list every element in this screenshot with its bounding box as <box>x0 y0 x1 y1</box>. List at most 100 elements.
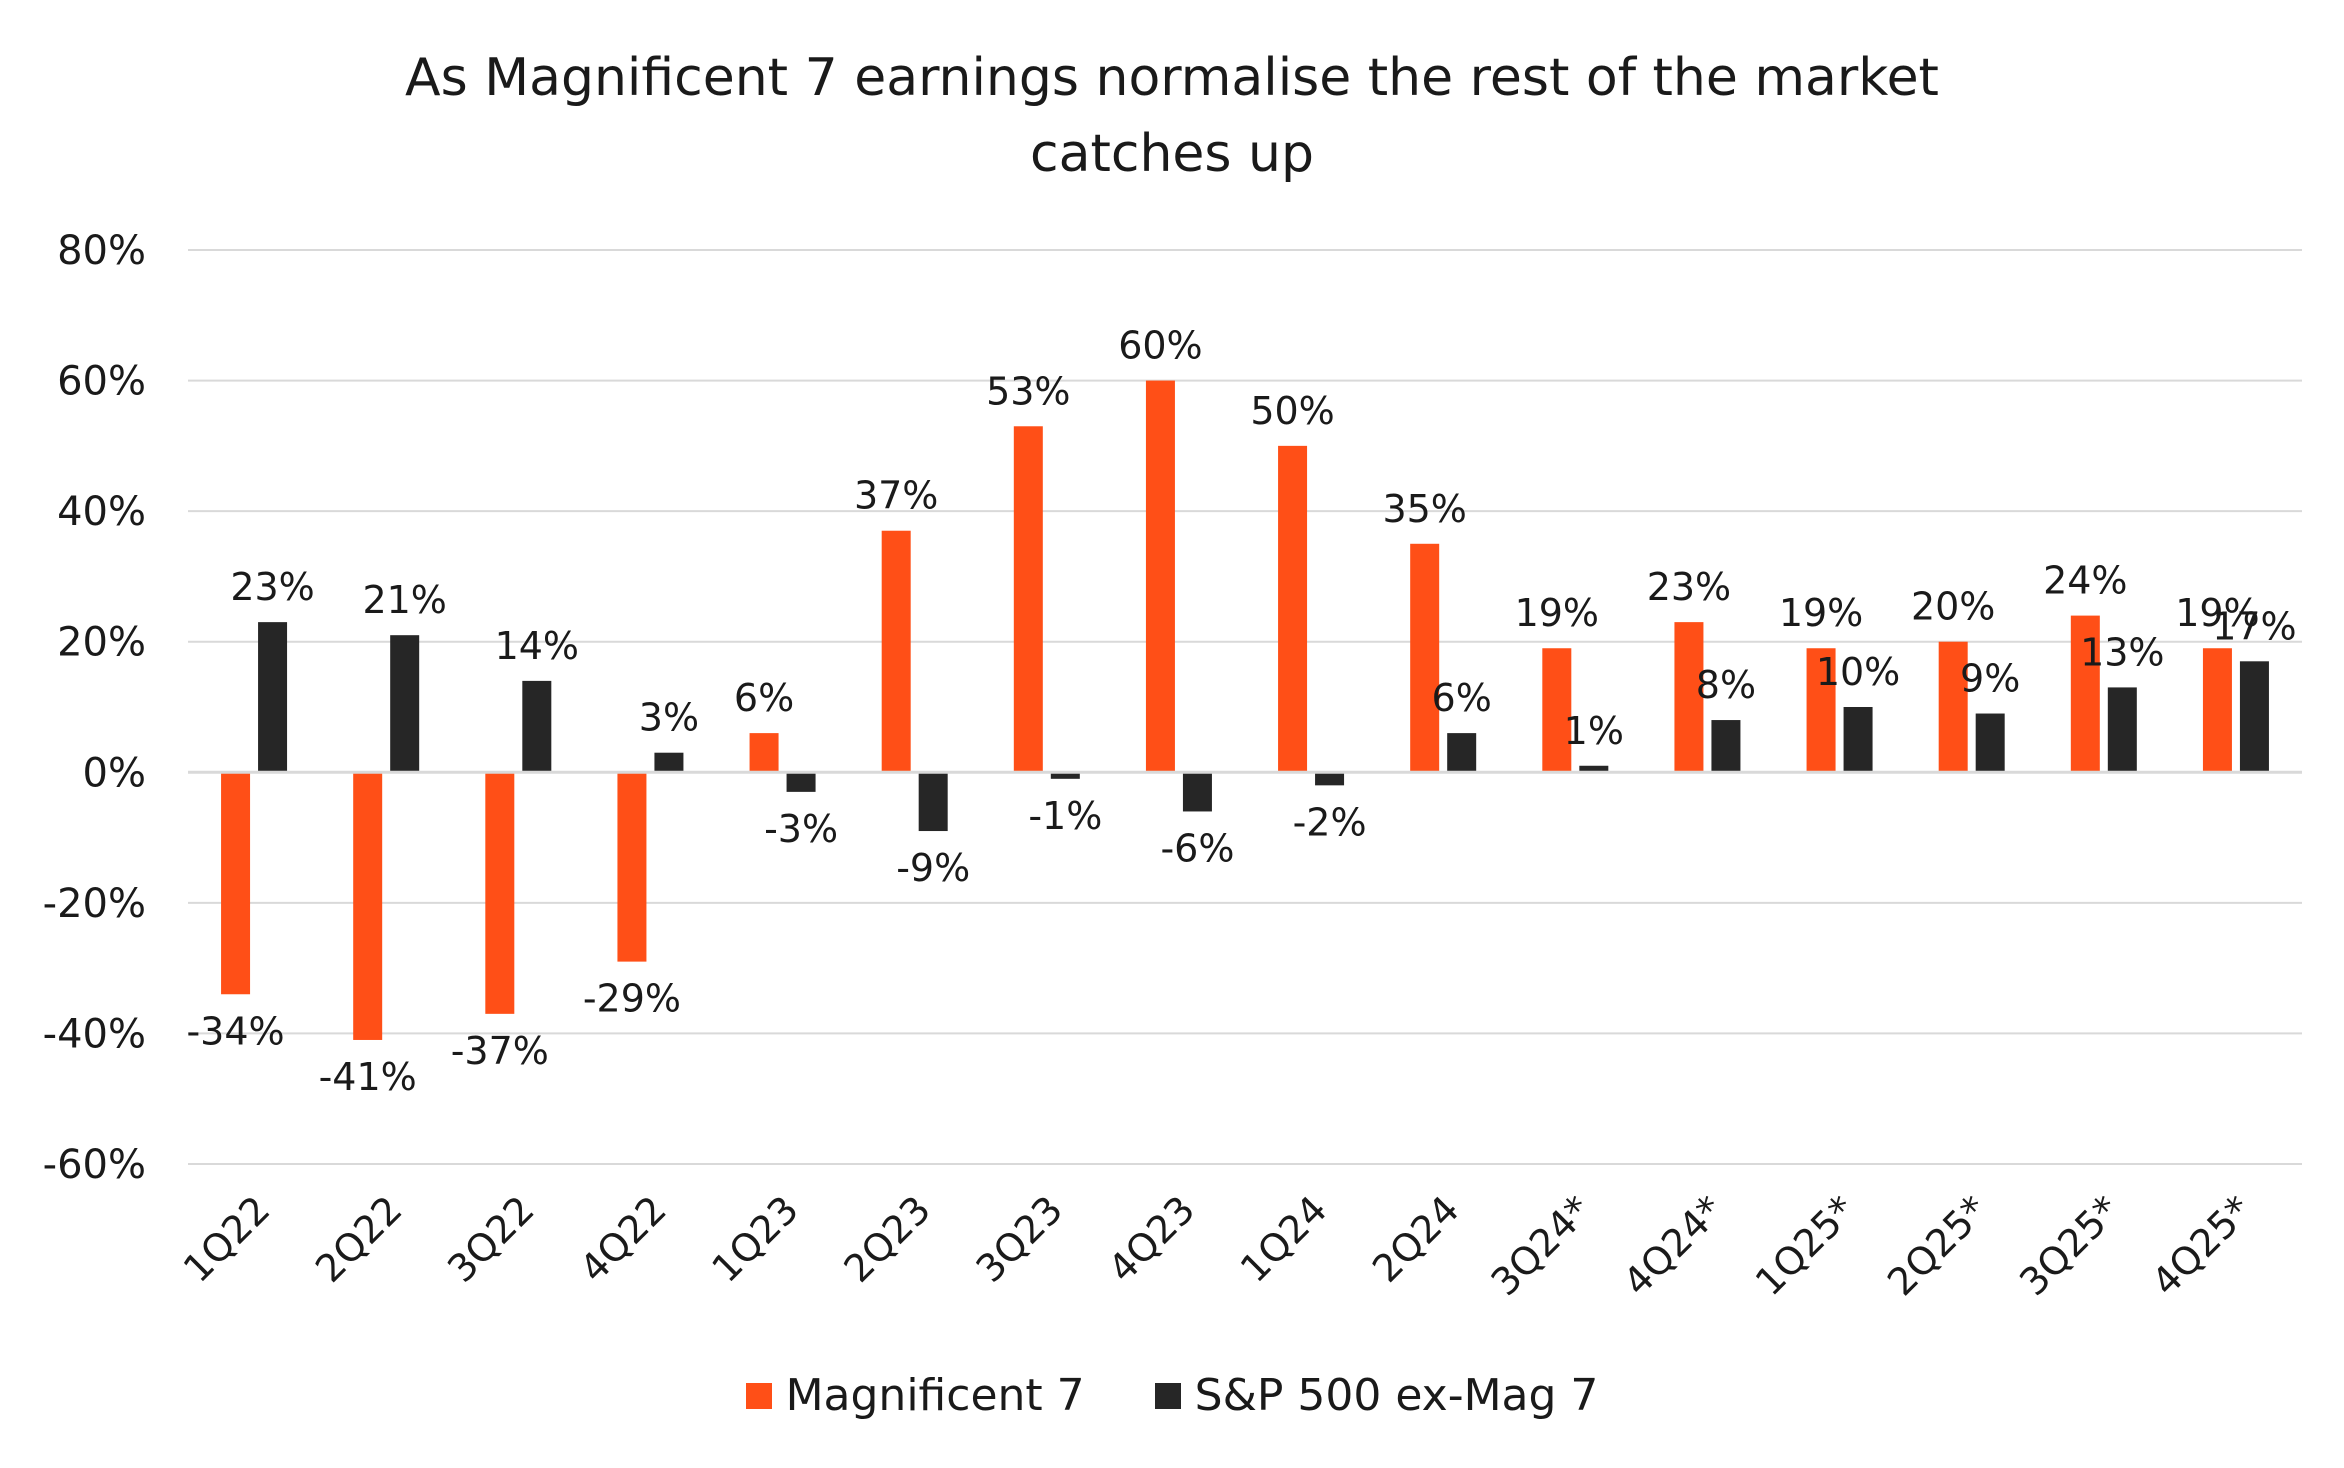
data-label: 19% <box>1779 591 1863 635</box>
data-label: 24% <box>2043 559 2127 603</box>
bar <box>2107 687 2137 773</box>
legend-swatch-sp500-ex-mag7 <box>1154 1382 1181 1409</box>
x-tick-label: 1Q23 <box>703 1187 807 1291</box>
data-label: -6% <box>1160 826 1234 870</box>
x-tick-label: 4Q25* <box>2143 1187 2260 1304</box>
x-tick-label: 3Q23 <box>968 1187 1072 1291</box>
bar <box>2070 615 2100 773</box>
legend-label-mag7: Magnificent 7 <box>785 1370 1085 1421</box>
bar <box>258 622 288 773</box>
data-label: -34% <box>186 1009 284 1053</box>
data-labels: -34% -41% -37% -29% 6% 37% 53% 60% 50% 35% 19% 23% 1… <box>186 324 2296 1099</box>
chart-title: As Magnificent 7 earnings normalise the … <box>0 40 2344 192</box>
bar <box>786 772 816 792</box>
bar <box>1315 772 1345 786</box>
data-label: 3% <box>639 696 699 740</box>
x-tick-label: 2Q23 <box>835 1187 939 1291</box>
bar <box>1806 648 1836 773</box>
x-tick-label: 1Q22 <box>175 1187 279 1291</box>
data-label: 23% <box>230 565 314 609</box>
data-label: -29% <box>583 977 681 1021</box>
bars <box>221 380 2269 1040</box>
data-label: -3% <box>764 807 838 851</box>
bar <box>390 635 420 773</box>
data-label: 53% <box>986 369 1070 413</box>
x-tick-label: 4Q22 <box>571 1187 675 1291</box>
legend: Magnificent 7 S&P 500 ex-Mag 7 <box>0 1370 2344 1421</box>
x-tick-label: 3Q22 <box>439 1187 543 1291</box>
bar <box>918 772 948 832</box>
data-label: -2% <box>1293 800 1367 844</box>
bar <box>485 772 515 1014</box>
legend-label-sp500-ex-mag7: S&P 500 ex-Mag 7 <box>1194 1370 1599 1421</box>
data-label: 37% <box>854 474 938 518</box>
bar <box>1975 713 2005 773</box>
y-tick-label: 40% <box>57 489 146 535</box>
bar <box>1579 765 1609 773</box>
data-label: 1% <box>1564 709 1624 753</box>
bar <box>1278 445 1308 773</box>
bar <box>353 772 383 1040</box>
data-label: 8% <box>1696 663 1756 707</box>
data-label: 20% <box>1911 585 1995 629</box>
y-tick-label: -40% <box>43 1011 146 1057</box>
data-label: 35% <box>1382 487 1466 531</box>
data-label: 13% <box>2080 630 2164 674</box>
bar <box>617 772 647 962</box>
data-label: -37% <box>451 1029 549 1073</box>
bar <box>1447 733 1477 773</box>
x-tick-label: 1Q24 <box>1232 1187 1336 1291</box>
data-label: 6% <box>1432 676 1492 720</box>
data-label: 6% <box>734 676 794 720</box>
bar <box>1013 426 1043 773</box>
y-tick-label: 80% <box>57 228 146 274</box>
data-label: 14% <box>495 624 579 668</box>
bar <box>221 772 251 995</box>
x-tick-label: 2Q25* <box>1879 1187 1996 1304</box>
data-label: 21% <box>362 578 446 622</box>
data-label: 17% <box>2212 604 2296 648</box>
bar <box>1843 707 1873 773</box>
y-axis-ticks: 80% 60% 40% 20% 0% -20% -40% -60% <box>43 228 146 1188</box>
y-tick-label: 60% <box>57 359 146 405</box>
bar <box>1938 641 1968 773</box>
x-tick-label: 1Q25* <box>1747 1187 1864 1304</box>
y-tick-label: 0% <box>83 750 146 796</box>
bar <box>2202 648 2232 773</box>
data-label: 60% <box>1118 324 1202 368</box>
bar <box>1674 622 1704 773</box>
bar <box>749 733 779 773</box>
data-label: 10% <box>1816 650 1900 694</box>
grid-lines <box>188 249 2302 1165</box>
x-tick-label: 4Q24* <box>1615 1187 1732 1304</box>
chart-title-line-2: catches up <box>1030 124 1314 184</box>
x-tick-label: 2Q22 <box>307 1187 411 1291</box>
bar-chart: 80%60%40%20%0%-20%-40%-60% -34%-41%-37%-… <box>43 228 2302 1304</box>
legend-item-sp500-ex-mag7: S&P 500 ex-Mag 7 <box>1154 1370 1599 1421</box>
data-label: 9% <box>1960 657 2020 701</box>
y-tick-label: 20% <box>57 620 146 666</box>
data-label: -9% <box>896 846 970 890</box>
data-label: 23% <box>1647 565 1731 609</box>
bar <box>654 752 684 773</box>
bar <box>1542 648 1572 773</box>
x-tick-label: 4Q23 <box>1100 1187 1204 1291</box>
y-tick-label: -60% <box>43 1142 146 1188</box>
bar <box>1145 380 1175 773</box>
bar <box>1050 772 1080 779</box>
data-label: 19% <box>1515 591 1599 635</box>
x-tick-label: 3Q25* <box>2011 1187 2128 1304</box>
data-label: -1% <box>1028 794 1102 838</box>
bar <box>1182 772 1212 812</box>
x-tick-label: 3Q24* <box>1483 1187 1600 1304</box>
y-tick-label: -20% <box>43 881 146 927</box>
data-label: 19% <box>2175 591 2259 635</box>
data-label: 50% <box>1250 389 1334 433</box>
x-axis-ticks: 1Q22 2Q22 3Q22 4Q22 1Q23 2Q23 3Q23 4Q23 1Q24 2Q24… <box>175 1187 2260 1304</box>
legend-swatch-mag7 <box>745 1382 772 1409</box>
x-tick-label: 2Q24 <box>1364 1187 1468 1291</box>
chart-title-line-1: As Magnificent 7 earnings normalise the … <box>405 48 1939 108</box>
bar <box>1410 543 1440 773</box>
legend-item-mag7: Magnificent 7 <box>745 1370 1085 1421</box>
bar <box>522 680 552 773</box>
